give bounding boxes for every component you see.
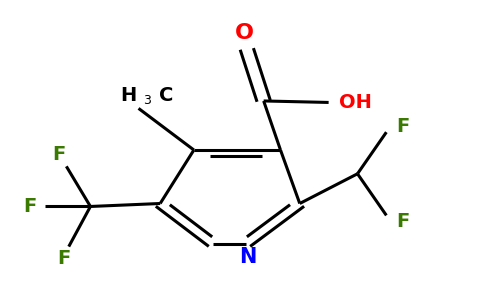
Text: F: F	[24, 197, 37, 216]
Text: 3: 3	[143, 94, 151, 107]
Text: N: N	[240, 247, 257, 267]
Text: F: F	[57, 249, 71, 268]
Text: OH: OH	[339, 93, 372, 112]
Text: O: O	[235, 22, 254, 43]
Text: F: F	[396, 117, 410, 136]
Text: H: H	[120, 85, 136, 104]
Text: C: C	[159, 85, 174, 104]
Text: F: F	[396, 212, 410, 231]
Text: F: F	[52, 145, 66, 164]
